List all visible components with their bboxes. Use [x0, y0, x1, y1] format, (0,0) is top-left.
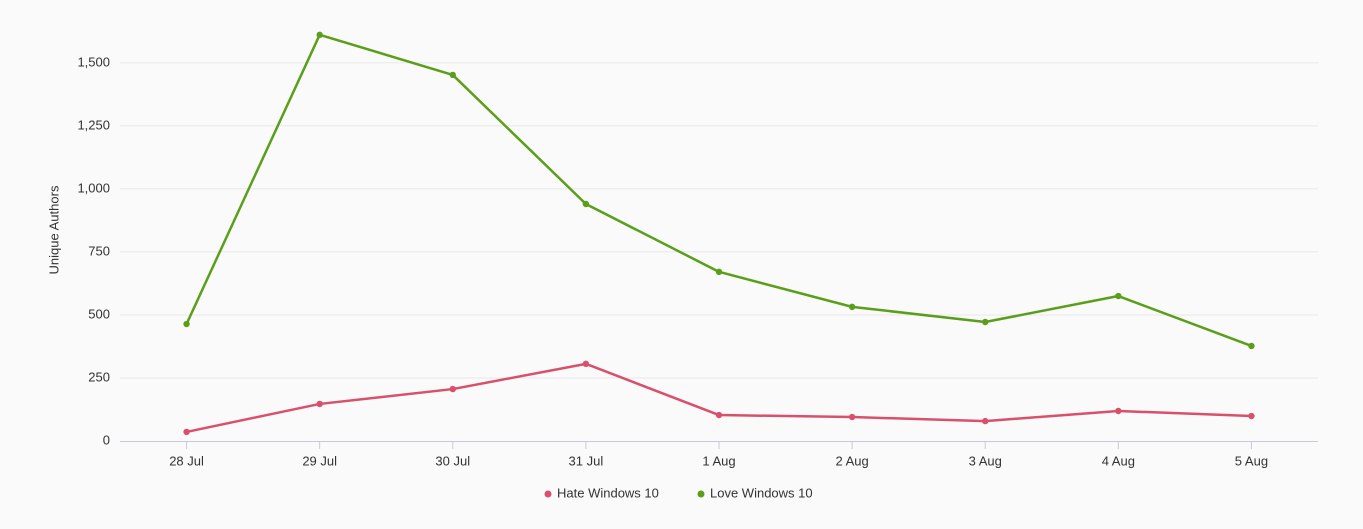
y-tick-label: 1,250	[77, 117, 110, 132]
data-point	[1248, 412, 1255, 420]
x-tick-label: 31 Jul	[569, 453, 604, 468]
legend-marker	[544, 490, 552, 498]
data-point	[316, 31, 323, 39]
data-point	[1115, 292, 1122, 300]
data-point	[582, 360, 590, 368]
legend-marker	[697, 490, 705, 498]
data-point	[449, 71, 456, 79]
data-point	[715, 411, 723, 419]
data-point	[1248, 342, 1255, 350]
data-point	[982, 318, 989, 326]
x-tick-label: 5 Aug	[1235, 453, 1268, 468]
data-point	[848, 413, 856, 421]
data-point	[848, 303, 856, 311]
y-tick-label: 0	[103, 432, 110, 447]
data-point	[1115, 407, 1122, 415]
y-tick-label: 750	[88, 243, 110, 258]
x-tick-label: 29 Jul	[302, 453, 337, 468]
legend-label: Hate Windows 10	[557, 485, 659, 500]
x-tick-label: 4 Aug	[1102, 453, 1135, 468]
y-tick-label: 250	[88, 369, 110, 384]
x-tick-label: 28 Jul	[169, 453, 204, 468]
x-tick-label: 3 Aug	[969, 453, 1002, 468]
data-point	[183, 428, 190, 436]
data-point	[715, 268, 723, 276]
x-tick-label: 1 Aug	[702, 453, 735, 468]
data-point	[183, 320, 190, 328]
x-tick-label: 2 Aug	[835, 453, 868, 468]
y-tick-label: 1,500	[77, 54, 110, 69]
y-axis-title: Unique Authors	[46, 185, 61, 274]
data-point	[582, 200, 590, 208]
x-tick-label: 30 Jul	[435, 453, 470, 468]
data-point	[982, 417, 989, 425]
data-point	[316, 400, 323, 408]
data-point	[449, 385, 456, 393]
y-tick-label: 500	[88, 306, 110, 321]
legend-label: Love Windows 10	[710, 485, 813, 500]
y-tick-label: 1,000	[77, 180, 110, 195]
